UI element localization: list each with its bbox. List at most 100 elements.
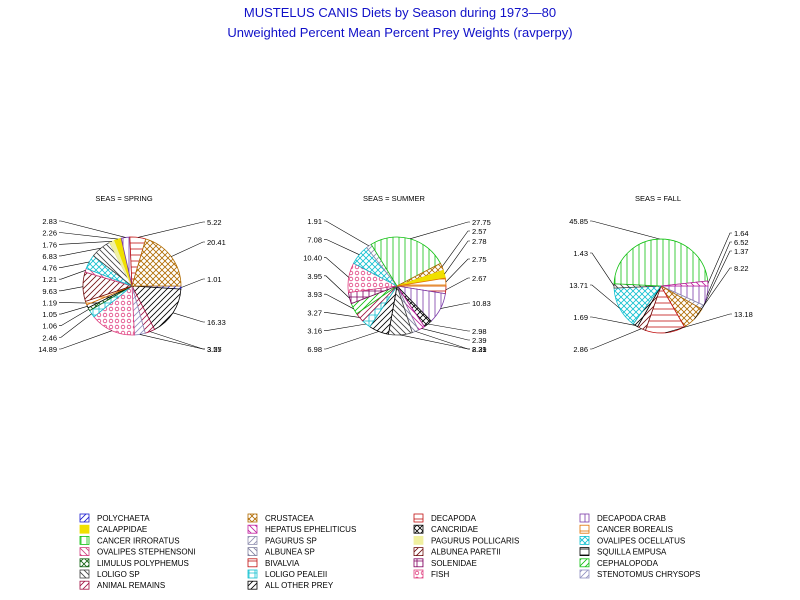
legend-entry: ALBUNEA PARETII [431, 548, 501, 557]
leader-line [707, 232, 732, 284]
leader-line [59, 247, 101, 257]
panel-title-summer: SEAS = SUMMER [363, 194, 425, 203]
legend-entry: SQUILLA EMPUSA [597, 548, 667, 557]
legend-entry: HEPATUS EPHELITICUS [265, 525, 356, 534]
slice-value-label: 1.06 [42, 322, 57, 331]
leader-line [409, 221, 470, 240]
slice-value-label: 6.83 [42, 252, 57, 261]
leader-line [324, 293, 354, 310]
legend-entry: CALAPPIDAE [97, 525, 147, 534]
legend-entry: DECAPODA CRAB [597, 514, 666, 523]
legend-swatch [413, 569, 424, 579]
panel-title-spring: SEAS = SPRING [95, 194, 152, 203]
leader-line [59, 270, 86, 280]
pie-slice [613, 238, 709, 287]
legend-swatch [413, 547, 424, 556]
leader-line [441, 230, 470, 267]
slice-value-label: 2.26 [42, 229, 57, 238]
leader-line [590, 328, 642, 350]
leader-line [59, 261, 90, 268]
legend-entry: CANCER IRRORATUS [97, 536, 180, 545]
legend-swatch [413, 558, 424, 568]
leader-line [324, 312, 360, 318]
slice-value-label: 1.64 [734, 229, 749, 238]
legend-swatch [79, 536, 90, 545]
slice-value-label: 45.85 [569, 217, 588, 226]
leader-line [149, 331, 205, 350]
slice-value-label: 2.86 [573, 345, 588, 354]
legend-entry: STENOTOMUS CHRYSOPS [597, 570, 700, 579]
legend-entry: POLYCHAETA [97, 514, 150, 523]
legend-entry: FISH [431, 570, 449, 579]
legend-entry: ANIMAL REMAINS [97, 581, 165, 590]
slice-value-label: 1.91 [307, 217, 322, 226]
pie-summer: 27.752.572.78 2.75 2.67 10.83 2.982.392.298.… [303, 217, 491, 354]
slice-value-label: 1.01 [207, 275, 222, 284]
legend-swatch [247, 536, 258, 545]
slice-value-label: 3.27 [207, 345, 222, 354]
slice-value-label: 3.93 [307, 290, 322, 299]
slice-value-label: 1.43 [573, 249, 588, 258]
leader-line [324, 257, 349, 278]
legend-swatch [579, 558, 590, 568]
leader-line [324, 238, 360, 255]
legend-swatch [79, 547, 90, 556]
slice-value-label: 2.39 [472, 336, 487, 345]
slice-value-label: 2.57 [472, 227, 487, 236]
legend-entry: LOLIGO SP [97, 570, 140, 579]
leader-line [427, 323, 470, 332]
leader-line [444, 240, 470, 275]
leader-line [324, 275, 350, 299]
legend-entry: CEPHALOPODA [597, 559, 659, 568]
legend-swatch [79, 558, 90, 568]
panel-summer: SEAS = SUMMER 27.752.572.78 2.75 2.67 10.83… [303, 194, 491, 354]
leader-line [421, 328, 470, 341]
slice-value-label: 3.95 [307, 272, 322, 281]
slice-value-label: 8.22 [734, 264, 749, 273]
leader-line [59, 302, 87, 304]
leader-line [59, 232, 118, 240]
slice-value-label: 27.75 [472, 218, 491, 227]
slice-value-label: 1.37 [734, 247, 749, 256]
leader-line [415, 331, 470, 350]
slice-value-label: 3.27 [307, 308, 322, 317]
legend-swatch [247, 524, 258, 534]
leader-line [590, 252, 615, 287]
legend-swatch [579, 524, 590, 534]
slice-value-label: 1.76 [42, 240, 57, 249]
legend-swatch [247, 547, 258, 556]
legend-swatch [247, 558, 258, 568]
leader-line [59, 306, 88, 315]
slice-value-label: 2.75 [472, 255, 487, 264]
slice-value-label: 6.52 [734, 238, 749, 247]
legend-swatch [247, 513, 258, 523]
slice-value-label: 2.98 [472, 327, 487, 336]
leader-line [59, 241, 113, 245]
chart-title: MUSTELUS CANIS Diets by Season during 19… [244, 5, 556, 20]
pie-slice [131, 285, 182, 331]
leader-line [702, 250, 732, 308]
leader-line [324, 323, 367, 332]
legend-entry: CRUSTACEA [265, 514, 314, 523]
slice-value-label: 7.08 [307, 235, 322, 244]
legend-swatch [579, 547, 590, 556]
leader-line [590, 220, 660, 240]
slice-value-label: 13.71 [569, 281, 588, 290]
chart-subtitle: Unweighted Percent Mean Percent Prey Wei… [227, 25, 572, 40]
slice-value-label: 6.98 [307, 345, 322, 354]
legend-entry: OVALIPES OCELLATUS [597, 536, 685, 545]
slice-value-label: 1.19 [42, 298, 57, 307]
leader-line [445, 258, 470, 283]
legend-swatch [413, 513, 424, 523]
slice-value-label: 2.78 [472, 237, 487, 246]
slice-value-label: 10.40 [303, 254, 322, 263]
legend-swatch [579, 513, 590, 523]
slice-value-label: 4.76 [42, 264, 57, 273]
leader-line [590, 284, 620, 309]
legend: POLYCHAETA CRUSTACEA DECAPODA DECAPODA CRAB… [79, 513, 700, 590]
legend-entry: LOLIGO PEALEII [265, 570, 327, 579]
legend-swatch [247, 569, 258, 579]
leader-line [171, 241, 205, 257]
leader-line [324, 220, 370, 247]
leader-line [706, 241, 732, 297]
